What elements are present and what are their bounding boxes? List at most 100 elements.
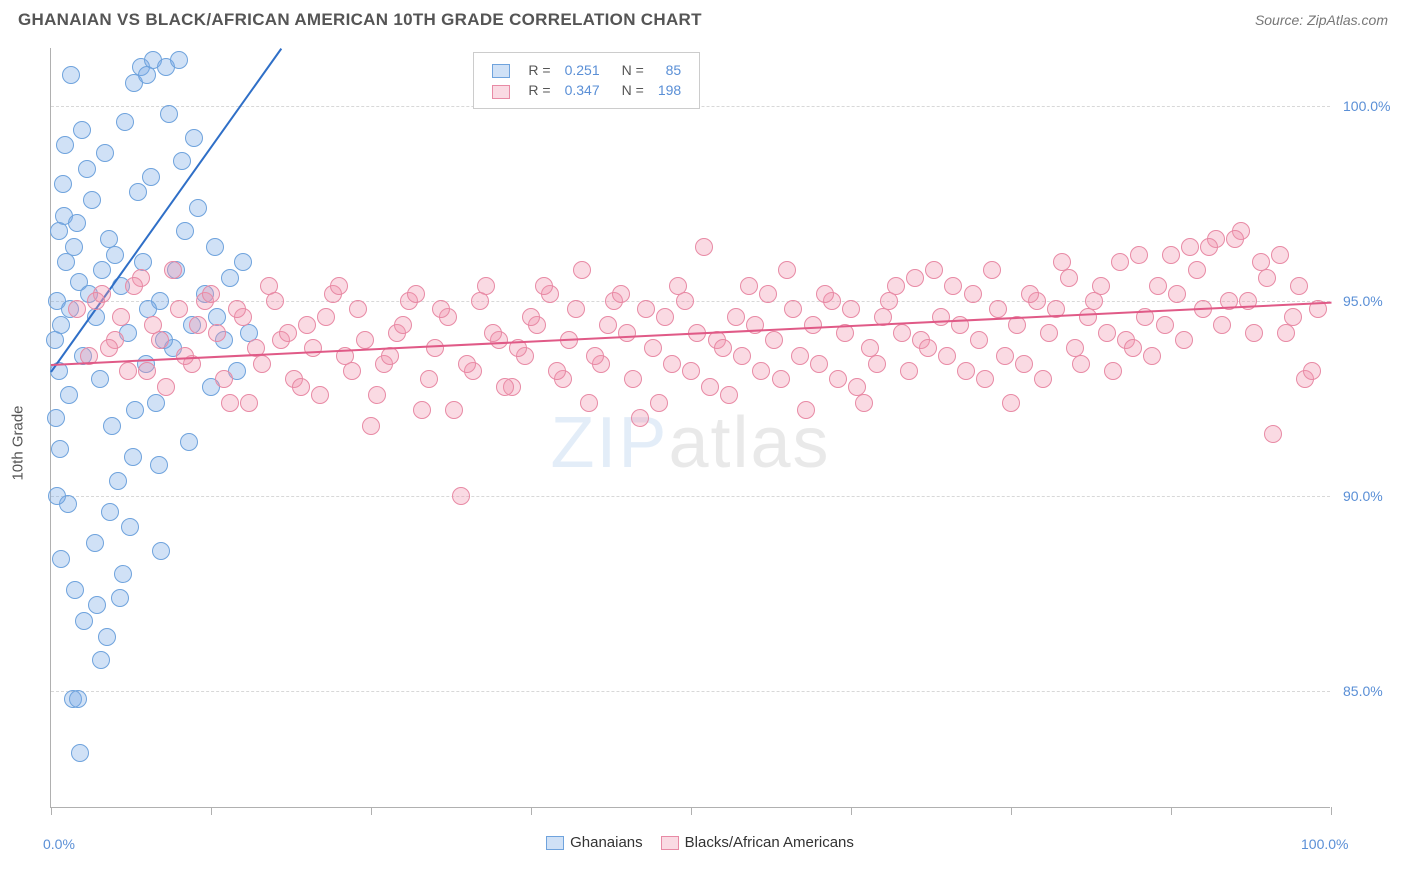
data-point-ghanaians <box>170 51 188 69</box>
data-point-ghanaians <box>142 168 160 186</box>
data-point-ghanaians <box>101 503 119 521</box>
data-point-blacks <box>580 394 598 412</box>
data-point-blacks <box>112 308 130 326</box>
data-point-blacks <box>1200 238 1218 256</box>
data-point-ghanaians <box>109 472 127 490</box>
data-point-blacks <box>759 285 777 303</box>
data-point-blacks <box>1277 324 1295 342</box>
data-point-blacks <box>522 308 540 326</box>
data-point-ghanaians <box>56 136 74 154</box>
legend-swatch-blacks <box>492 85 510 99</box>
data-point-ghanaians <box>91 370 109 388</box>
data-point-blacks <box>176 347 194 365</box>
data-point-blacks <box>1226 230 1244 248</box>
data-point-blacks <box>1143 347 1161 365</box>
data-point-blacks <box>765 331 783 349</box>
data-point-blacks <box>797 401 815 419</box>
data-point-ghanaians <box>83 191 101 209</box>
data-point-blacks <box>407 285 425 303</box>
data-point-blacks <box>772 370 790 388</box>
data-point-blacks <box>957 362 975 380</box>
data-point-ghanaians <box>60 386 78 404</box>
data-point-blacks <box>413 401 431 419</box>
data-point-blacks <box>976 370 994 388</box>
x-tick <box>851 807 852 815</box>
data-point-blacks <box>964 285 982 303</box>
data-point-blacks <box>1015 355 1033 373</box>
data-point-blacks <box>1175 331 1193 349</box>
data-point-blacks <box>68 300 86 318</box>
data-point-ghanaians <box>152 542 170 560</box>
legend-label-blacks: Blacks/African Americans <box>685 834 854 851</box>
data-point-blacks <box>189 316 207 334</box>
legend-r-label: R = <box>522 61 556 79</box>
data-point-blacks <box>1213 316 1231 334</box>
data-point-blacks <box>919 339 937 357</box>
data-point-blacks <box>880 292 898 310</box>
data-point-ghanaians <box>206 238 224 256</box>
data-point-blacks <box>1072 355 1090 373</box>
data-point-blacks <box>996 347 1014 365</box>
data-point-blacks <box>471 292 489 310</box>
legend-n-value-ghanaians: 85 <box>652 61 687 79</box>
data-point-ghanaians <box>126 401 144 419</box>
data-point-ghanaians <box>65 238 83 256</box>
data-point-ghanaians <box>73 121 91 139</box>
data-point-blacks <box>452 487 470 505</box>
data-point-ghanaians <box>71 744 89 762</box>
title-bar: GHANAIAN VS BLACK/AFRICAN AMERICAN 10TH … <box>0 0 1406 36</box>
data-point-blacks <box>1162 246 1180 264</box>
data-point-ghanaians <box>96 144 114 162</box>
data-point-blacks <box>900 362 918 380</box>
legend-r-label: R = <box>522 81 556 99</box>
watermark-brand-a: ZIP <box>550 403 668 483</box>
y-tick-label: 90.0% <box>1343 488 1383 504</box>
source-attribution: Source: ZipAtlas.com <box>1255 12 1388 28</box>
data-point-blacks <box>938 347 956 365</box>
y-tick-label: 100.0% <box>1343 98 1390 114</box>
data-point-blacks <box>714 339 732 357</box>
legend-series: GhanaiansBlacks/African Americans <box>51 834 1331 851</box>
data-point-ghanaians <box>92 651 110 669</box>
data-point-blacks <box>394 316 412 334</box>
data-point-ghanaians <box>50 222 68 240</box>
data-point-blacks <box>1271 246 1289 264</box>
data-point-ghanaians <box>100 230 118 248</box>
data-point-blacks <box>164 261 182 279</box>
data-point-blacks <box>637 300 655 318</box>
data-point-ghanaians <box>46 331 64 349</box>
x-tick <box>531 807 532 815</box>
data-point-ghanaians <box>121 518 139 536</box>
data-point-blacks <box>1104 362 1122 380</box>
data-point-blacks <box>1111 253 1129 271</box>
data-point-blacks <box>727 308 745 326</box>
data-point-blacks <box>304 339 322 357</box>
data-point-blacks <box>445 401 463 419</box>
data-point-ghanaians <box>52 550 70 568</box>
x-tick <box>691 807 692 815</box>
data-point-blacks <box>343 362 361 380</box>
data-point-ghanaians <box>221 269 239 287</box>
data-point-blacks <box>804 316 822 334</box>
data-point-blacks <box>317 308 335 326</box>
data-point-ghanaians <box>234 253 252 271</box>
data-point-blacks <box>1156 316 1174 334</box>
data-point-blacks <box>810 355 828 373</box>
data-point-blacks <box>100 339 118 357</box>
data-point-blacks <box>599 316 617 334</box>
data-point-blacks <box>1264 425 1282 443</box>
data-point-blacks <box>989 300 1007 318</box>
data-point-blacks <box>1060 269 1078 287</box>
data-point-blacks <box>292 378 310 396</box>
data-point-blacks <box>1181 238 1199 256</box>
data-point-blacks <box>349 300 367 318</box>
source-name: ZipAtlas.com <box>1307 12 1388 28</box>
data-point-blacks <box>624 370 642 388</box>
data-point-ghanaians <box>68 214 86 232</box>
data-point-blacks <box>1303 362 1321 380</box>
data-point-ghanaians <box>47 409 65 427</box>
legend-n-value-blacks: 198 <box>652 81 687 99</box>
legend-swatch-ghanaians <box>492 64 510 78</box>
data-point-blacks <box>893 324 911 342</box>
data-point-blacks <box>87 292 105 310</box>
